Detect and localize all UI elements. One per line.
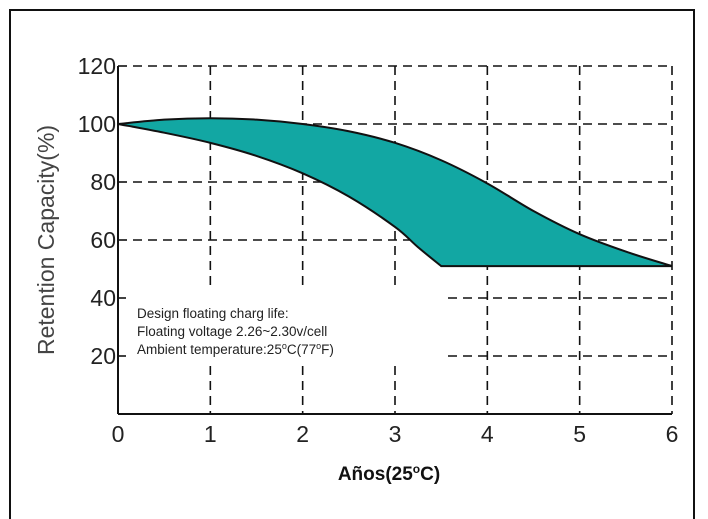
y-tick-label-100: 100 (78, 111, 116, 137)
annotation-box: Design floating charg life: Floating vol… (126, 290, 444, 362)
x-tick-label-5: 5 (573, 421, 586, 447)
chart-frame (9, 9, 695, 519)
x-tick-labels: 0 1 2 3 4 5 6 (112, 421, 679, 447)
note-text: C(77 (287, 342, 316, 357)
annotation-background (126, 290, 444, 362)
note-text: F) (321, 342, 334, 357)
degree-sup: o (316, 341, 321, 351)
y-tick-labels: 20 40 60 80 100 120 (78, 53, 116, 369)
x-tick-label-1: 1 (204, 421, 217, 447)
degree-sup: o (282, 341, 287, 351)
y-tick-label-120: 120 (78, 53, 116, 79)
x-axis-label: Años(25oC) (338, 462, 440, 485)
y-axis-label: Retention Capacity(%) (33, 125, 59, 355)
y-tick-label-60: 60 (90, 227, 116, 253)
annotation-line-2: Floating voltage 2.26~2.30v/cell (137, 324, 327, 339)
annotation-line-3: Ambient temperature:25oC(77oF) (137, 341, 334, 357)
x-tick-label-6: 6 (666, 421, 679, 447)
retention-band-area (117, 117, 673, 268)
x-tick-label-0: 0 (112, 421, 125, 447)
x-tick-label-4: 4 (481, 421, 494, 447)
x-label-text: Años(25 (338, 464, 413, 485)
x-tick-label-3: 3 (389, 421, 402, 447)
annotation-line-1: Design floating charg life: (137, 306, 289, 321)
degree-sup: o (413, 462, 420, 476)
x-tick-label-2: 2 (296, 421, 309, 447)
note-text: Ambient temperature:25 (137, 342, 282, 357)
y-tick-label-80: 80 (90, 169, 116, 195)
x-label-text: C) (420, 464, 440, 485)
y-tick-label-40: 40 (90, 285, 116, 311)
y-tick-label-20: 20 (90, 343, 116, 369)
